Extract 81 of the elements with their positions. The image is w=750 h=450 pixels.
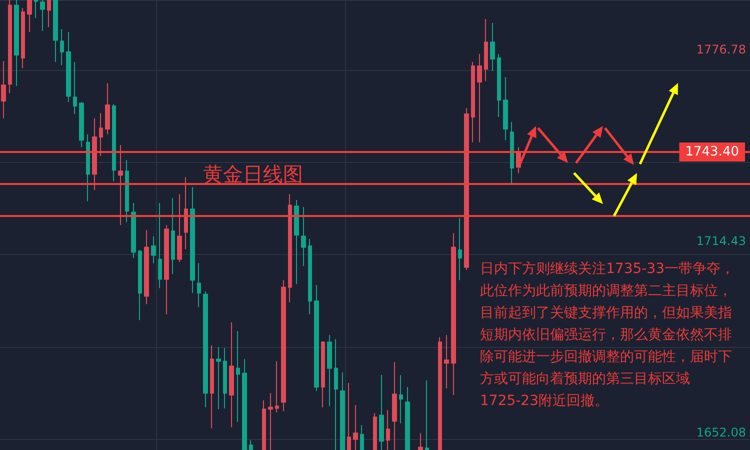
candlestick [373,412,377,450]
y-tick-label: 1776.78 [696,42,746,57]
candlestick [386,410,390,450]
candlestick [203,290,208,408]
y-tick-label: 1714.43 [696,234,746,248]
candlestick [105,82,110,135]
candlestick [216,346,221,410]
candlestick [1,60,6,119]
candlestick [40,0,45,32]
candlestick [92,118,97,191]
candlestick [314,284,319,392]
candlestick [308,238,312,315]
candlestick [464,108,469,270]
candlestick [53,0,58,63]
candlestick [118,144,123,226]
candlestick [60,28,64,66]
candlestick [86,134,90,202]
candlestick [458,218,462,281]
candlestick [131,202,136,259]
candlestick [451,232,456,396]
candlestick [425,380,429,450]
candlestick [229,322,234,428]
candlestick [275,360,279,413]
candlestick [321,340,325,408]
candlestick [347,382,351,450]
candlestick [399,374,403,424]
candlestick [471,62,475,143]
candlestick [268,392,273,450]
candlestick [281,280,286,412]
candlestick [334,338,338,450]
candlestick [379,374,384,450]
candlestick [27,0,32,32]
candlestick [8,0,12,94]
candlestick [327,334,332,407]
candlestick [190,186,195,294]
candlestick [236,330,240,423]
candlestick [477,54,482,143]
candlestick [510,121,514,184]
y-tick-label: 1652.08 [696,426,746,440]
candlestick [73,62,77,114]
candlestick [223,348,227,409]
candlestick [144,230,149,305]
candlestick [164,224,169,315]
candlestick [301,206,306,267]
candlestick [21,7,25,69]
candlestick [497,54,501,118]
candlestick [503,76,508,141]
candlestick [392,362,397,450]
candlestick [151,236,156,264]
candlestick [112,104,116,182]
candlestick [184,176,188,250]
candlestick [353,404,358,450]
annotation: 日内下方则继续关注1735-33一带争夺，此位作为此前预期的调整第二主目标位，目前起到了关键支撑作用的，但如果美指短期内依旧偏强运行，那么黄金依然不排除可能进一步回撤调整的可能性，届时下方或可能向着预期的第三目标区域1725-23附近回撤。 [480,261,734,409]
candlestick [14,0,19,87]
candlestick [249,440,253,450]
candlestick [138,250,142,321]
candlestick [444,334,449,389]
candlestick [66,31,71,102]
candlestick [210,344,214,429]
candlestick [177,194,182,263]
candlestick [418,432,423,450]
candlestick [79,101,84,148]
candlestick [360,424,364,450]
candlestick [484,18,488,82]
text: 黄金日线图 [203,162,303,186]
candlestick [288,194,292,303]
candlestick [340,372,345,450]
candlestick [171,198,175,274]
candlestick [125,160,129,223]
candlestick [242,358,247,450]
candlestick [99,112,103,157]
candlestick [34,0,38,19]
candlestick [158,202,162,289]
candlestick [262,400,266,450]
candlestick [438,336,442,450]
candlestick [47,0,51,28]
ref-line-label: 1743.40 [685,144,739,160]
candlestick [490,22,495,72]
candlestick [197,262,201,308]
candlestick [294,199,299,285]
candlestick [405,386,410,450]
